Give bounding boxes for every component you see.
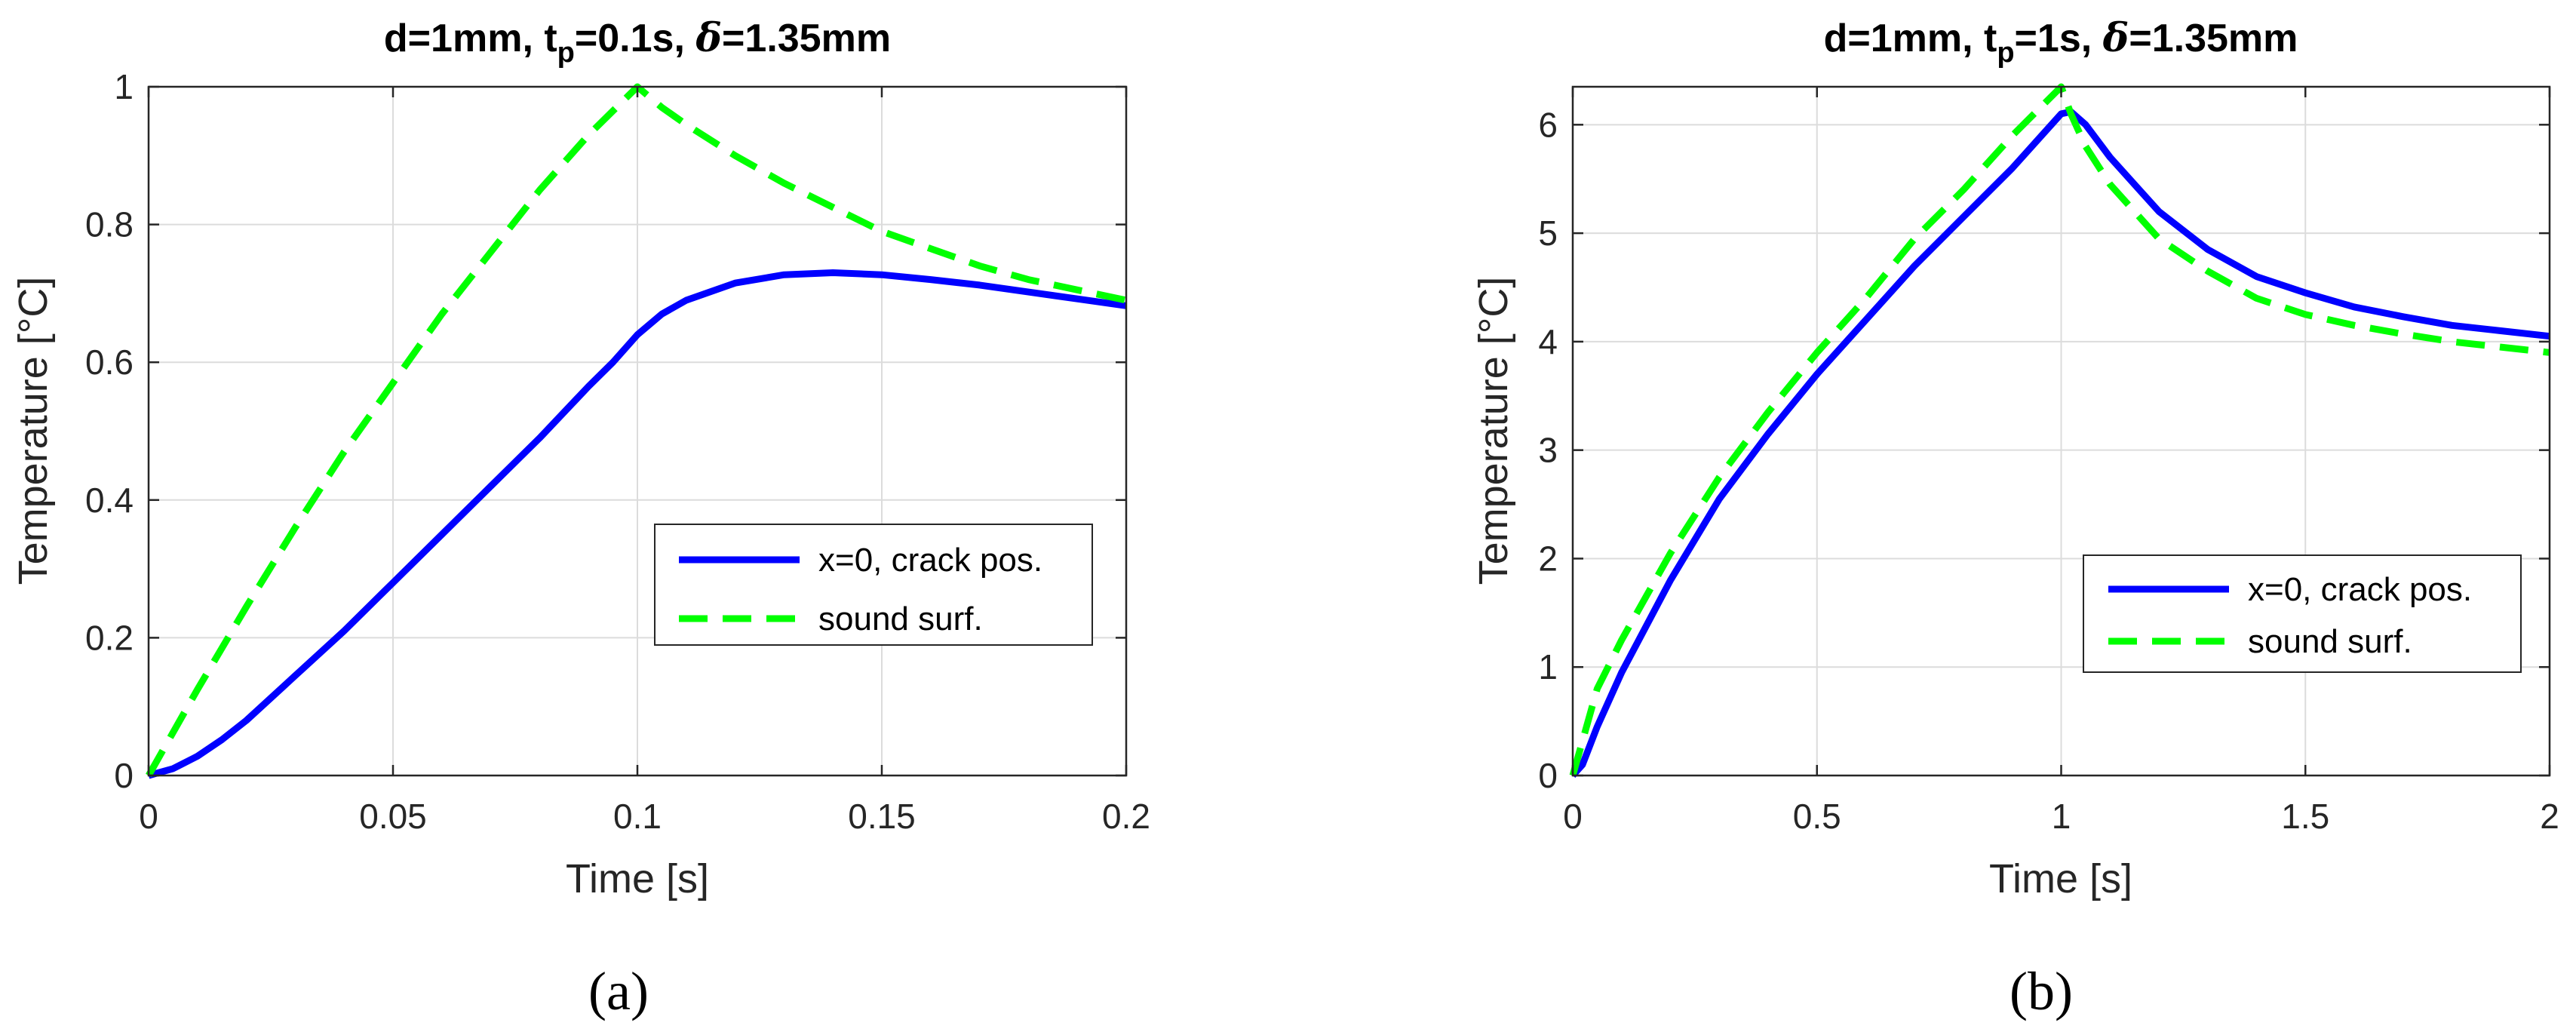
- chart-title-a: d=1mm, tp=0.1s, δ=1.35mm: [384, 15, 891, 69]
- legend-label-sound-b: sound surf.: [2248, 623, 2412, 660]
- y-axis-label-b: Temperature [°C]: [1471, 277, 1516, 585]
- curves-a: [146, 83, 1127, 779]
- chart-a: 0 0.05 0.1 0.15 0.2 0 0.2 0.4 0.6 0.8 1 d=1mm, tp=…: [11, 15, 1150, 1021]
- x-tick-label: 1.5: [2281, 797, 2329, 836]
- x-tick-label: 0: [1563, 797, 1583, 836]
- series-line-sound-surf: [1569, 83, 2550, 777]
- x-tick-label: 0.05: [359, 797, 427, 836]
- y-tick-label: 0.6: [85, 342, 134, 382]
- ticks-b: 0 0.5 1 1.5 2 0 1 2 3 4 5 6: [1538, 87, 2559, 836]
- x-tick-label: 2: [2540, 797, 2559, 836]
- y-tick-label: 0: [114, 756, 134, 795]
- series-line-crack-pos: [1570, 108, 2550, 779]
- panel-label-a: (a): [588, 961, 649, 1021]
- y-tick-label: 1: [114, 67, 134, 106]
- x-tick-label: 1: [2052, 797, 2071, 836]
- y-tick-label: 3: [1538, 431, 1558, 470]
- y-tick-label: 5: [1538, 213, 1558, 253]
- legend-label-sound-a: sound surf.: [818, 600, 983, 637]
- x-tick-label: 0.1: [613, 797, 662, 836]
- legend-label-crack-b: x=0, crack pos.: [2248, 571, 2472, 608]
- legend-b: x=0, crack pos. sound surf.: [2083, 554, 2522, 673]
- y-axis-label-a: Temperature [°C]: [11, 277, 56, 585]
- x-tick-label: 0.15: [848, 797, 916, 836]
- x-tick-label: 0.2: [1102, 797, 1150, 836]
- legend-box-b: [2083, 554, 2522, 673]
- ticks-a: 0 0.05 0.1 0.15 0.2 0 0.2 0.4 0.6 0.8 1: [85, 67, 1150, 836]
- legend-label-crack-a: x=0, crack pos.: [818, 542, 1042, 579]
- y-tick-label: 4: [1538, 322, 1558, 361]
- y-tick-label: 0.4: [85, 481, 134, 520]
- y-tick-label: 0.8: [85, 205, 134, 244]
- series-line-crack-pos: [147, 269, 1127, 779]
- y-tick-label: 1: [1538, 647, 1558, 686]
- y-tick-label: 2: [1538, 539, 1558, 578]
- x-tick-label: 0.5: [1793, 797, 1841, 836]
- x-axis-label-b: Time [s]: [1989, 856, 2132, 901]
- x-axis-label-a: Time [s]: [566, 856, 709, 901]
- y-tick-label: 0.2: [85, 618, 134, 657]
- chart-title-b: d=1mm, tp=1s, δ=1.35mm: [1824, 15, 2298, 69]
- x-tick-label: 0: [139, 797, 158, 836]
- curves-b: [1569, 83, 2550, 779]
- series-line-sound-surf: [146, 83, 1127, 778]
- y-tick-label: 6: [1538, 105, 1558, 144]
- legend-a: x=0, crack pos. sound surf.: [654, 524, 1093, 646]
- panel-label-b: (b): [2010, 961, 2073, 1021]
- y-tick-label: 0: [1538, 756, 1558, 795]
- legend-box-a: [654, 524, 1093, 646]
